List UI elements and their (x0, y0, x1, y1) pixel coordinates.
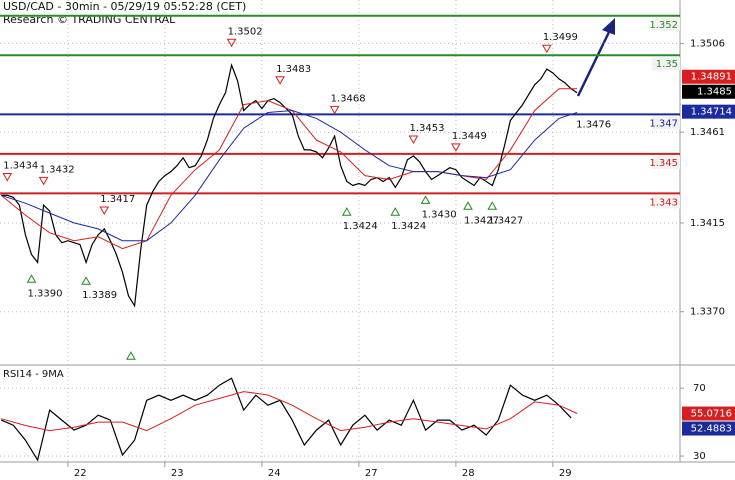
annotation-label: 1.3502 (228, 26, 263, 37)
level-label-bg (652, 57, 680, 71)
value-tag-label: 55.0716 (691, 409, 732, 420)
annotation-label: 1.3499 (543, 32, 578, 43)
x-tick-label: 22 (74, 468, 87, 479)
series-line (1, 391, 578, 432)
x-tick-label: 28 (462, 468, 475, 479)
level-label: 1.347 (649, 118, 678, 129)
chart-title: USD/CAD - 30min - 05/29/19 05:52:28 (CET… (3, 0, 246, 13)
y-tick-label: 70 (693, 383, 706, 394)
level-label-bg (652, 116, 680, 130)
annotation-label: 1.3427 (488, 215, 523, 226)
value-tag (682, 104, 735, 119)
annotation-label: 1.3434 (3, 160, 38, 171)
level-label-bg (652, 17, 680, 31)
high-marker (99, 206, 110, 216)
value-tag (682, 406, 735, 421)
y-tick-label: 1.3370 (690, 307, 725, 318)
low-marker (487, 201, 498, 210)
value-tag-label: 1.3485 (697, 87, 732, 98)
annotation-label: 1.3390 (28, 288, 63, 299)
x-tick-label: 27 (365, 468, 378, 479)
low-marker (81, 276, 91, 285)
annotation-label: 1.3424 (391, 221, 426, 232)
high-marker (275, 76, 285, 85)
high-marker (329, 105, 340, 115)
arrow-line (576, 29, 612, 97)
high-marker (408, 135, 419, 144)
low-marker (390, 207, 401, 216)
low-marker (126, 351, 136, 360)
series-line (1, 109, 578, 242)
annotation-label: 1.3417 (100, 194, 135, 205)
forecast-arrow (576, 18, 615, 97)
low-marker (341, 207, 352, 216)
y-tick-label: 1.3506 (690, 38, 725, 49)
value-tag-label: 52.4883 (691, 424, 732, 435)
value-tag (682, 421, 735, 436)
value-tag-label: 1.34714 (691, 107, 732, 118)
annotation-label: 1.3427 (464, 215, 499, 226)
level-label: 1.352 (649, 20, 678, 31)
annotation-label: 1.3468 (331, 93, 366, 104)
annotation-label: 1.3389 (82, 290, 117, 301)
y-tick-label: 1.3461 (690, 127, 725, 138)
series-line (0, 377, 572, 462)
annotation-label: 1.3453 (409, 123, 444, 134)
x-tick-label: 29 (559, 468, 572, 479)
annotation-label: 1.3476 (576, 120, 611, 131)
level-label: 1.35 (656, 59, 678, 70)
y-tick-label: 30 (693, 451, 706, 462)
level-label-bg (652, 195, 680, 209)
arrow-head (602, 18, 615, 35)
annotation-label: 1.3483 (276, 64, 311, 75)
low-marker (463, 201, 473, 210)
level-label: 1.345 (649, 158, 678, 169)
annotation-label: 1.3424 (343, 221, 378, 232)
level-label: 1.343 (649, 197, 678, 208)
x-tick-label: 23 (171, 468, 184, 479)
low-marker (420, 195, 431, 204)
high-marker (541, 44, 552, 54)
low-marker (26, 274, 37, 283)
annotation-label: 1.3430 (422, 209, 457, 220)
high-marker (451, 143, 461, 152)
value-tag (682, 84, 735, 99)
high-marker (226, 38, 237, 48)
panel-title: RSI14 - 9MA (3, 369, 64, 380)
annotation-label: 1.3449 (452, 131, 487, 142)
high-marker (2, 172, 13, 182)
value-tag (682, 69, 735, 84)
high-marker (38, 176, 49, 186)
x-tick-label: 24 (268, 468, 281, 479)
value-tag-label: 1.34891 (691, 72, 732, 83)
level-label-bg (652, 155, 680, 169)
annotation-label: 1.3432 (40, 164, 75, 175)
y-tick-label: 1.3415 (690, 218, 725, 229)
